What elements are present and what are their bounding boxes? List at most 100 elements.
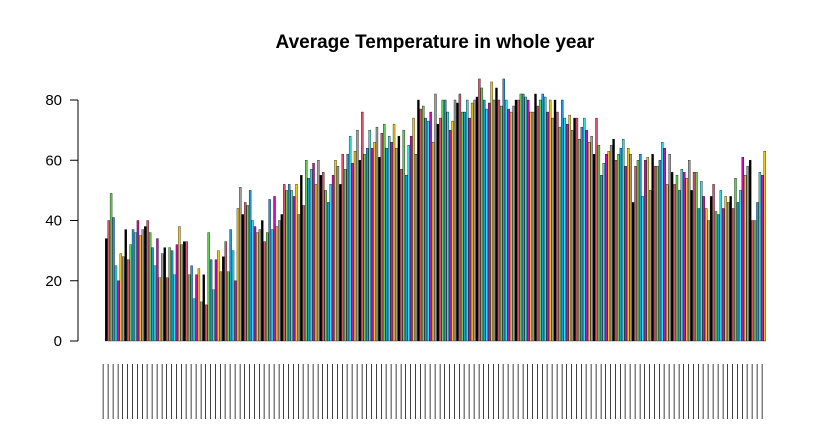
- x-tick-label: ―――――: [590, 364, 602, 419]
- bar: [436, 123, 440, 342]
- x-tick-label: ―――――: [258, 364, 270, 419]
- x-tick-label: ―――――: [756, 364, 768, 419]
- bar: [644, 160, 647, 342]
- bar: [273, 196, 276, 342]
- bar: [583, 117, 586, 342]
- bar: [236, 208, 240, 342]
- bar: [753, 220, 757, 342]
- bar: [624, 166, 627, 342]
- bar: [173, 274, 176, 342]
- x-tick-label: ―――――: [385, 364, 397, 419]
- x-tick-label: ―――――: [322, 364, 334, 419]
- bar: [444, 99, 447, 342]
- x-tick-label: ―――――: [317, 364, 329, 419]
- bar: [534, 93, 537, 342]
- x-tick-label: ―――――: [297, 364, 309, 419]
- bar: [263, 241, 266, 342]
- bar: [112, 217, 115, 342]
- bar: [200, 301, 203, 342]
- x-tick-label: ―――――: [517, 364, 529, 419]
- x-tick-label: ―――――: [702, 364, 714, 419]
- bar: [234, 280, 237, 342]
- bar: [431, 141, 435, 342]
- bar: [363, 154, 366, 342]
- bar: [673, 184, 676, 342]
- x-tick-label: ―――――: [283, 364, 295, 419]
- bar: [607, 151, 610, 342]
- x-tick-label: ―――――: [502, 364, 514, 419]
- bar: [690, 190, 693, 342]
- bar: [185, 241, 188, 342]
- bar: [339, 184, 342, 342]
- bar: [661, 141, 664, 342]
- x-tick-label: ―――――: [653, 364, 665, 419]
- x-tick-label: ―――――: [366, 364, 378, 419]
- bar: [634, 166, 637, 342]
- x-tick-label: ―――――: [639, 364, 651, 419]
- bar: [266, 232, 269, 342]
- bar: [353, 151, 357, 342]
- x-tick-label: ―――――: [624, 364, 636, 419]
- x-tick-label: ―――――: [126, 364, 138, 419]
- y-tick-label: 20: [45, 273, 62, 290]
- bar: [727, 202, 730, 342]
- bar: [451, 120, 454, 342]
- bar: [344, 169, 347, 342]
- bar: [427, 120, 430, 342]
- bar: [214, 259, 218, 342]
- bar: [107, 220, 110, 342]
- bar: [578, 138, 581, 342]
- bar: [153, 265, 157, 342]
- bar: [709, 196, 713, 342]
- x-tick-label: ―――――: [487, 364, 499, 419]
- x-tick-label: ―――――: [468, 364, 480, 419]
- bar: [402, 129, 405, 342]
- x-tick-label: ―――――: [712, 364, 724, 419]
- x-axis-tick-labels: ――――――――――――――――――――――――――――――――――――――――…: [97, 364, 768, 419]
- bar: [739, 190, 742, 342]
- bar: [148, 232, 152, 342]
- x-tick-label: ―――――: [580, 364, 592, 419]
- y-axis: 0 20 40 60 80: [45, 92, 79, 350]
- bar: [563, 117, 566, 342]
- x-tick-label: ―――――: [687, 364, 699, 419]
- y-tick-label: 40: [45, 213, 62, 230]
- x-tick-label: ―――――: [707, 364, 719, 419]
- bar: [605, 154, 608, 342]
- bar: [558, 126, 562, 342]
- bar: [395, 148, 398, 342]
- bar: [736, 202, 740, 342]
- bar: [417, 99, 420, 342]
- bar: [541, 93, 544, 342]
- bar: [119, 253, 123, 342]
- x-tick-label: ―――――: [361, 364, 373, 419]
- x-tick-label: ―――――: [673, 364, 685, 419]
- bar: [219, 271, 223, 342]
- bar: [412, 117, 415, 342]
- x-tick-label: ―――――: [219, 364, 231, 419]
- bar: [480, 87, 484, 342]
- bar: [705, 208, 708, 342]
- bar: [602, 163, 605, 342]
- bar: [473, 99, 476, 342]
- bar: [309, 169, 313, 342]
- bar: [358, 160, 362, 342]
- bar: [561, 99, 564, 342]
- bar: [695, 172, 698, 342]
- bar: [763, 151, 766, 342]
- x-tick-label: ―――――: [473, 364, 485, 419]
- bar: [278, 220, 281, 342]
- x-tick-label: ―――――: [556, 364, 568, 419]
- bar: [368, 129, 371, 342]
- x-tick-label: ―――――: [302, 364, 314, 419]
- bar: [170, 250, 174, 342]
- bar: [161, 253, 164, 342]
- bar: [514, 99, 518, 342]
- x-tick-label: ―――――: [331, 364, 343, 419]
- x-tick-label: ―――――: [644, 364, 656, 419]
- x-tick-label: ―――――: [648, 364, 660, 419]
- y-tick-label: 60: [45, 152, 62, 169]
- x-tick-label: ―――――: [722, 364, 734, 419]
- bar: [139, 235, 142, 342]
